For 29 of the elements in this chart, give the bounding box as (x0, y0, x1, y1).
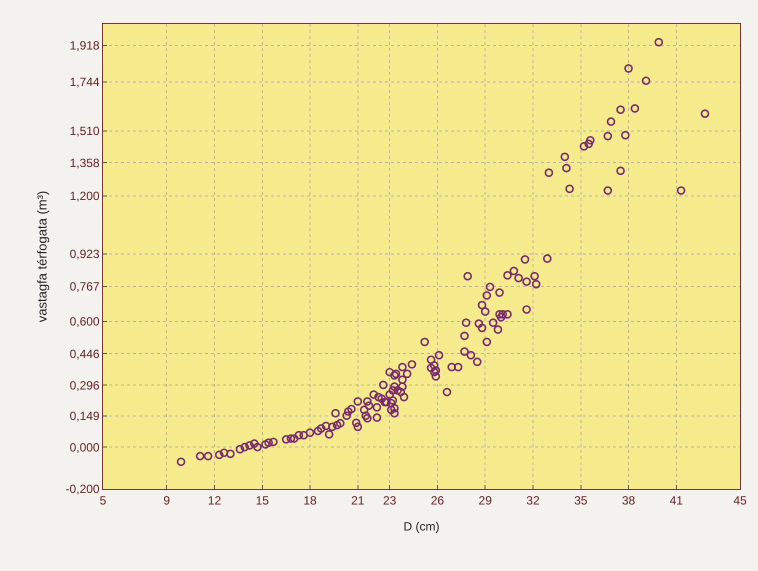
x-tick-label: 21 (351, 493, 365, 508)
x-tick-label: 26 (430, 493, 444, 508)
x-tick-label: 5 (100, 493, 107, 508)
y-axis-title: vastagfa térfogata (m³) (34, 190, 50, 322)
x-tick-label: 29 (478, 493, 492, 508)
y-tick-label: 1,744 (70, 75, 100, 90)
y-tick-label: 1,358 (70, 156, 100, 170)
x-tick-label: 9 (163, 493, 170, 508)
x-tick-label: 35 (574, 493, 588, 508)
x-tick-label: 32 (526, 493, 540, 508)
y-tick-label: 1,510 (70, 124, 100, 138)
y-tick-label: -0,200 (66, 482, 100, 496)
y-tick-label: 1,200 (70, 188, 100, 203)
y-tick-label: 0,149 (70, 409, 100, 424)
y-tick-label: 1,918 (70, 38, 100, 53)
x-tick-label: 12 (208, 493, 222, 508)
x-tick-label: 18 (303, 493, 318, 508)
x-tick-label: 41 (670, 493, 684, 508)
y-tick-label: 0,923 (70, 246, 100, 261)
y-tick-label: 0,000 (70, 440, 100, 454)
x-tick-label: 45 (733, 493, 747, 508)
x-tick-label: 15 (256, 493, 270, 508)
x-tick-label: 23 (382, 493, 397, 508)
x-tick-label: 38 (622, 493, 636, 508)
y-tick-label: 0,446 (70, 346, 100, 361)
y-tick-label: 0,296 (70, 378, 100, 392)
y-tick-label: 0,600 (70, 314, 100, 329)
x-axis-title: D (cm) (404, 519, 440, 534)
y-tick-label: 0,767 (70, 280, 100, 294)
